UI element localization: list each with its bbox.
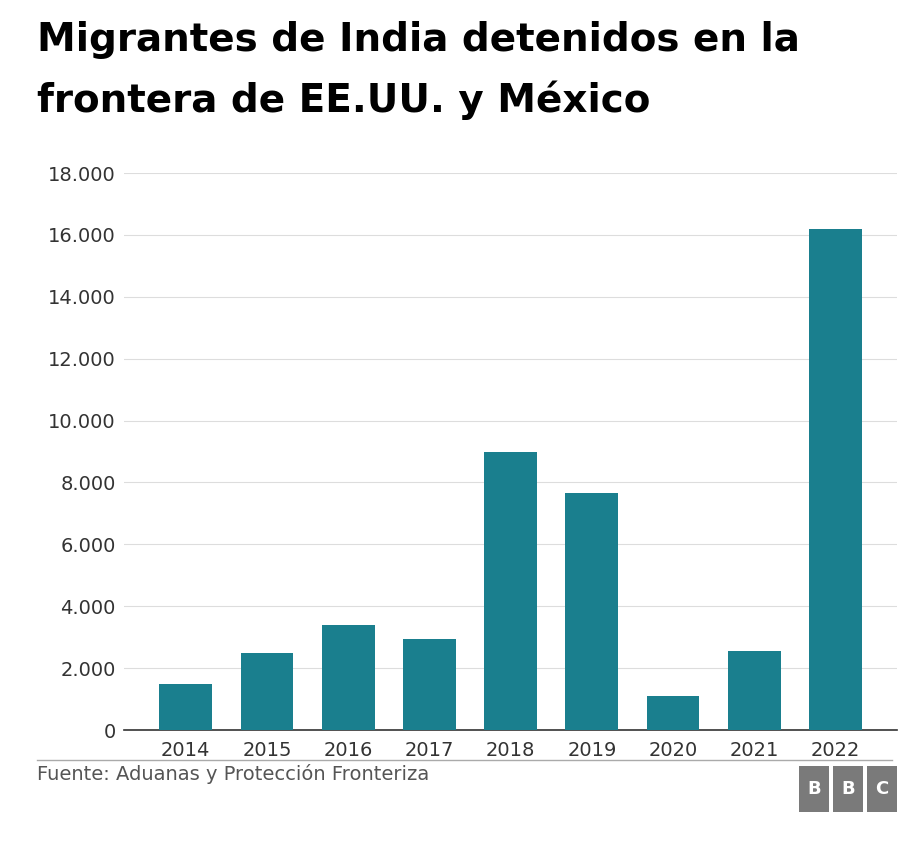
Bar xyxy=(483,452,537,730)
Bar xyxy=(808,229,861,730)
Text: B: B xyxy=(840,780,854,798)
Bar xyxy=(727,652,780,730)
Bar xyxy=(403,639,455,730)
Bar xyxy=(159,684,212,730)
Bar xyxy=(565,493,618,730)
Text: frontera de EE.UU. y México: frontera de EE.UU. y México xyxy=(37,80,650,120)
Text: Fuente: Aduanas y Protección Fronteriza: Fuente: Aduanas y Protección Fronteriza xyxy=(37,764,428,784)
Bar xyxy=(240,652,293,730)
Bar xyxy=(322,625,374,730)
Text: Migrantes de India detenidos en la: Migrantes de India detenidos en la xyxy=(37,21,799,59)
Text: B: B xyxy=(806,780,820,798)
Text: C: C xyxy=(874,780,888,798)
Bar xyxy=(646,696,698,730)
